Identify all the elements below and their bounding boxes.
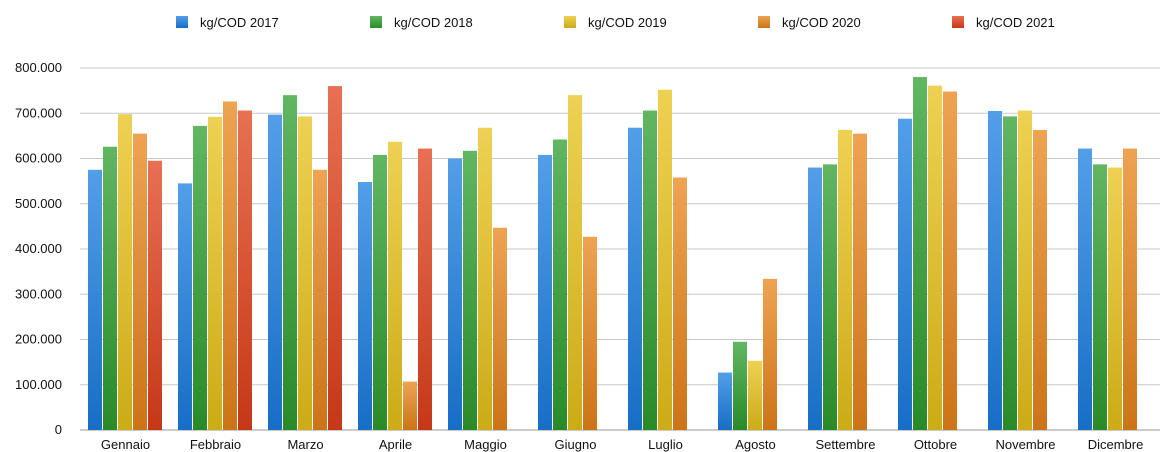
x-axis: Gennaio Febbraio Marzo Aprile Maggio Giugno Lu… [101, 437, 1143, 452]
x-tick-label: Gennaio [101, 437, 150, 452]
legend-item[interactable]: kg/COD 2019 [564, 15, 667, 30]
bar[interactable] [298, 116, 312, 430]
bar[interactable] [208, 116, 222, 431]
x-tick-label: Novembre [996, 437, 1056, 452]
bar[interactable] [133, 133, 147, 431]
bar[interactable] [538, 154, 552, 430]
bar[interactable] [178, 183, 192, 430]
y-tick-label: 300.000 [15, 286, 62, 301]
x-tick-label: Ottobre [914, 437, 957, 452]
gridlines [80, 67, 1160, 431]
y-tick-label: 100.000 [15, 377, 62, 392]
legend-label: kg/COD 2018 [394, 15, 473, 30]
legend-item[interactable]: kg/COD 2018 [370, 15, 473, 30]
bar[interactable] [718, 372, 732, 430]
bar[interactable] [628, 127, 642, 430]
y-axis: 0 100.000 200.000 300.000 400.000 500.000 600.… [15, 60, 62, 437]
bar[interactable] [463, 150, 477, 430]
bar[interactable] [1018, 110, 1032, 430]
bar[interactable] [418, 148, 432, 431]
legend-item[interactable]: kg/COD 2017 [176, 15, 279, 30]
x-tick-label: Febbraio [190, 437, 241, 452]
bar[interactable] [763, 278, 777, 430]
bar[interactable] [1003, 116, 1017, 430]
legend-swatch [564, 16, 576, 28]
bar[interactable] [373, 154, 387, 430]
bar[interactable] [283, 95, 297, 431]
legend-item[interactable]: kg/COD 2020 [758, 15, 861, 30]
bar[interactable] [1093, 164, 1107, 430]
y-tick-label: 200.000 [15, 332, 62, 347]
bar[interactable] [898, 118, 912, 431]
x-tick-label: Dicembre [1088, 437, 1144, 452]
y-tick-label: 800.000 [15, 60, 62, 75]
x-tick-label: Marzo [287, 437, 323, 452]
x-tick-label: Aprile [379, 437, 412, 452]
legend-swatch [758, 16, 770, 28]
legend-label: kg/COD 2020 [782, 15, 861, 30]
bar[interactable] [1033, 129, 1047, 430]
bars [88, 77, 1137, 431]
x-tick-label: Luglio [648, 437, 683, 452]
bar[interactable] [268, 114, 282, 431]
bar[interactable] [853, 133, 867, 431]
bar[interactable] [928, 85, 942, 431]
bar[interactable] [193, 125, 207, 431]
bar[interactable] [1123, 148, 1137, 431]
bar[interactable] [733, 341, 747, 430]
bar[interactable] [658, 89, 672, 430]
bar[interactable] [1108, 167, 1122, 431]
legend-swatch [370, 16, 382, 28]
bar[interactable] [403, 381, 417, 430]
bar[interactable] [553, 139, 567, 430]
y-tick-label: 500.000 [15, 196, 62, 211]
y-tick-label: 600.000 [15, 151, 62, 166]
bar[interactable] [643, 110, 657, 430]
bar[interactable] [328, 86, 342, 430]
x-tick-label: Giugno [555, 437, 597, 452]
bar[interactable] [673, 177, 687, 430]
bar[interactable] [583, 236, 597, 430]
x-tick-label: Maggio [464, 437, 507, 452]
legend-label: kg/COD 2021 [976, 15, 1055, 30]
bar[interactable] [823, 164, 837, 430]
bar[interactable] [358, 182, 372, 430]
bar[interactable] [748, 360, 762, 430]
legend-swatch [176, 16, 188, 28]
bar[interactable] [568, 95, 582, 431]
legend-item[interactable]: kg/COD 2021 [952, 15, 1055, 30]
bar[interactable] [238, 110, 252, 430]
bar[interactable] [148, 160, 162, 430]
bar[interactable] [808, 167, 822, 431]
x-tick-label: Agosto [735, 437, 775, 452]
bar[interactable] [943, 91, 957, 430]
legend-label: kg/COD 2019 [588, 15, 667, 30]
bar[interactable] [448, 158, 462, 431]
y-tick-label: 400.000 [15, 241, 62, 256]
y-tick-label: 0 [55, 422, 62, 437]
bar[interactable] [223, 101, 237, 431]
bar[interactable] [493, 227, 507, 430]
bar[interactable] [988, 110, 1002, 431]
bar[interactable] [313, 169, 327, 430]
bar[interactable] [118, 114, 132, 430]
bar[interactable] [388, 141, 402, 430]
bar[interactable] [103, 146, 117, 431]
x-tick-label: Settembre [816, 437, 876, 452]
legend-label: kg/COD 2017 [200, 15, 279, 30]
bar[interactable] [1078, 148, 1092, 431]
legend: kg/COD 2017 kg/COD 2018 kg/COD 2019 kg/COD … [176, 15, 1055, 30]
bar[interactable] [88, 169, 102, 430]
y-tick-label: 700.000 [15, 105, 62, 120]
legend-swatch [952, 16, 964, 28]
bar[interactable] [913, 77, 927, 431]
bar[interactable] [478, 127, 492, 430]
bar[interactable] [838, 129, 852, 430]
